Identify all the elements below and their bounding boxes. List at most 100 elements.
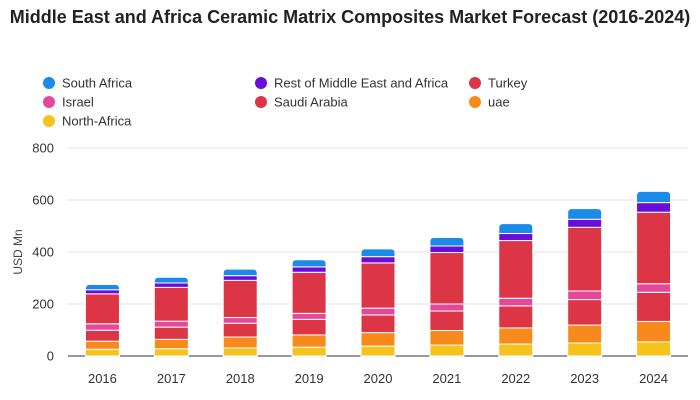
bar-segment-south-africa[interactable] xyxy=(153,276,189,284)
legend-item-uae[interactable]: uae xyxy=(469,95,510,110)
bar-segment-north-africa[interactable] xyxy=(567,342,603,357)
bar-segment-south-africa[interactable] xyxy=(222,268,258,277)
bar-segment-north-africa[interactable] xyxy=(222,347,258,357)
bar-segment-rest-of-middle-east-and-africa[interactable] xyxy=(360,256,396,264)
bar-segment-saudi-arabia[interactable] xyxy=(222,279,258,319)
legend-label: Turkey xyxy=(488,76,528,91)
bar-segment-rest-of-middle-east-and-africa[interactable] xyxy=(153,282,189,288)
bar-segment-uae[interactable] xyxy=(567,324,603,344)
bar-segment-israel[interactable] xyxy=(567,290,603,301)
legend-label: Saudi Arabia xyxy=(274,95,348,110)
legend-item-south-africa[interactable]: South Africa xyxy=(43,76,133,91)
bar-segment-turkey[interactable] xyxy=(429,310,465,332)
bar-segment-uae[interactable] xyxy=(360,332,396,347)
bar-segment-turkey[interactable] xyxy=(153,326,189,340)
bar-segment-south-africa[interactable] xyxy=(498,223,534,235)
bar-segment-rest-of-middle-east-and-africa[interactable] xyxy=(498,233,534,242)
bar-stack-2021[interactable] xyxy=(429,236,465,357)
bar-stack-2016[interactable] xyxy=(84,284,120,357)
bar-segment-north-africa[interactable] xyxy=(153,348,189,357)
bar-segment-rest-of-middle-east-and-africa[interactable] xyxy=(636,202,672,213)
x-tick-label: 2019 xyxy=(295,371,324,386)
legend-label: uae xyxy=(488,95,510,110)
bar-segment-saudi-arabia[interactable] xyxy=(84,293,120,325)
bar-segment-saudi-arabia[interactable] xyxy=(429,252,465,305)
bar-segment-north-africa[interactable] xyxy=(636,341,672,357)
bar-segment-israel[interactable] xyxy=(153,320,189,328)
bar-segment-uae[interactable] xyxy=(636,320,672,343)
bar-segment-turkey[interactable] xyxy=(291,318,327,336)
bar-segment-turkey[interactable] xyxy=(567,299,603,326)
bar-segment-saudi-arabia[interactable] xyxy=(636,211,672,285)
bar-segment-north-africa[interactable] xyxy=(291,346,327,357)
bar-segment-rest-of-middle-east-and-africa[interactable] xyxy=(84,289,120,295)
legend-item-north-africa[interactable]: North-Africa xyxy=(43,114,132,129)
y-tick-label: 400 xyxy=(32,245,54,260)
bar-segment-israel[interactable] xyxy=(498,297,534,307)
bar-segment-israel[interactable] xyxy=(291,312,327,320)
legend: South Africa Rest of Middle East and Afri… xyxy=(43,76,528,129)
legend-swatch xyxy=(469,77,481,89)
bar-segment-israel[interactable] xyxy=(84,323,120,331)
bar-segment-north-africa[interactable] xyxy=(498,343,534,357)
legend-swatch xyxy=(43,115,55,127)
legend-item-turkey[interactable]: Turkey xyxy=(469,76,528,91)
x-tick-label: 2021 xyxy=(432,371,461,386)
bar-stack-2024[interactable] xyxy=(636,190,672,357)
bar-segment-saudi-arabia[interactable] xyxy=(498,240,534,299)
bar-segment-north-africa[interactable] xyxy=(360,345,396,357)
bar-segment-south-africa[interactable] xyxy=(84,284,120,291)
bar-segment-saudi-arabia[interactable] xyxy=(360,262,396,309)
y-tick-label: 600 xyxy=(32,193,54,208)
bar-segment-south-africa[interactable] xyxy=(636,190,672,204)
bar-stack-2023[interactable] xyxy=(567,208,603,357)
bar-segment-south-africa[interactable] xyxy=(567,208,603,220)
x-tick-label: 2023 xyxy=(570,371,599,386)
bar-segment-uae[interactable] xyxy=(84,340,120,350)
x-axis: 2016 2017 2018 2019 2020 2021 2022 2023 2024 xyxy=(88,371,668,386)
bar-segment-israel[interactable] xyxy=(636,283,672,293)
bar-stack-2020[interactable] xyxy=(360,248,396,357)
bar-segment-israel[interactable] xyxy=(222,317,258,324)
bar-stack-2018[interactable] xyxy=(222,268,258,357)
legend-swatch xyxy=(255,96,267,108)
legend-label: North-Africa xyxy=(62,114,132,129)
bar-segment-rest-of-middle-east-and-africa[interactable] xyxy=(222,275,258,281)
bar-segment-south-africa[interactable] xyxy=(291,259,327,268)
bar-segment-turkey[interactable] xyxy=(360,314,396,334)
bar-segment-south-africa[interactable] xyxy=(360,248,396,258)
bar-segment-uae[interactable] xyxy=(498,327,534,345)
bar-stack-2022[interactable] xyxy=(498,223,534,357)
bar-segment-saudi-arabia[interactable] xyxy=(567,226,603,292)
legend-label: Rest of Middle East and Africa xyxy=(274,76,449,91)
legend-item-rest-of-middle-east-and-africa[interactable]: Rest of Middle East and Africa xyxy=(255,76,449,91)
bar-segment-south-africa[interactable] xyxy=(429,236,465,247)
bar-segment-saudi-arabia[interactable] xyxy=(291,271,327,314)
bar-segment-rest-of-middle-east-and-africa[interactable] xyxy=(291,266,327,273)
bar-segment-turkey[interactable] xyxy=(498,305,534,329)
bar-segment-rest-of-middle-east-and-africa[interactable] xyxy=(429,245,465,254)
bar-segment-turkey[interactable] xyxy=(84,329,120,342)
legend-item-saudi-arabia[interactable]: Saudi Arabia xyxy=(255,95,348,110)
legend-swatch xyxy=(469,96,481,108)
bar-segment-uae[interactable] xyxy=(222,336,258,349)
y-tick-label: 200 xyxy=(32,297,54,312)
bar-stack-2017[interactable] xyxy=(153,276,189,357)
bar-segment-north-africa[interactable] xyxy=(84,348,120,357)
legend-label: South Africa xyxy=(62,76,133,91)
bar-segment-turkey[interactable] xyxy=(636,291,672,322)
legend-item-israel[interactable]: Israel xyxy=(43,95,94,110)
bar-segment-israel[interactable] xyxy=(360,307,396,316)
x-tick-label: 2022 xyxy=(501,371,530,386)
y-axis-title: USD Mn xyxy=(11,229,25,274)
bar-segment-turkey[interactable] xyxy=(222,322,258,338)
bar-segment-rest-of-middle-east-and-africa[interactable] xyxy=(567,218,603,228)
bar-segment-israel[interactable] xyxy=(429,303,465,312)
bar-segment-uae[interactable] xyxy=(291,334,327,348)
bar-stack-2019[interactable] xyxy=(291,259,327,357)
bar-segment-uae[interactable] xyxy=(153,338,189,350)
bar-segment-north-africa[interactable] xyxy=(429,344,465,357)
bar-segment-uae[interactable] xyxy=(429,330,465,346)
bar-segment-saudi-arabia[interactable] xyxy=(153,286,189,322)
